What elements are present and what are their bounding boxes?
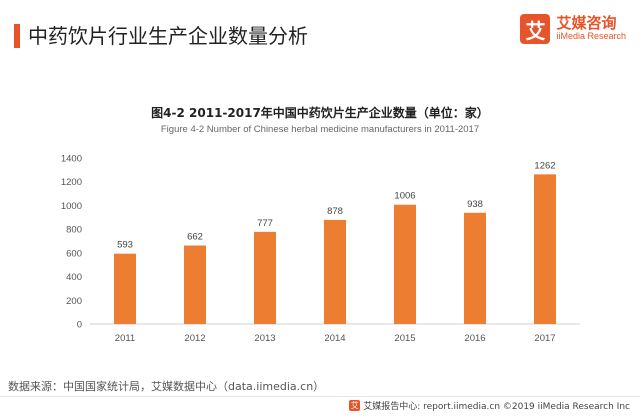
y-tick-label: 400 bbox=[66, 272, 82, 283]
bar bbox=[114, 253, 136, 324]
y-tick-label: 1400 bbox=[61, 154, 82, 165]
logo-mark-icon: 艾 bbox=[520, 14, 551, 44]
footer-divider bbox=[0, 396, 640, 397]
x-tick-label: 2015 bbox=[394, 333, 415, 344]
data-label: 878 bbox=[327, 206, 343, 217]
x-tick-label: 2017 bbox=[534, 333, 555, 344]
y-tick-label: 0 bbox=[77, 320, 82, 331]
footer-text: 艾媒报告中心: report.iimedia.cn ©2019 iiMedia … bbox=[363, 402, 630, 412]
bar bbox=[184, 245, 206, 324]
logo-cn: 艾媒咨询 bbox=[556, 14, 617, 33]
footer: 艾 艾媒报告中心: report.iimedia.cn ©2019 iiMedi… bbox=[349, 399, 630, 412]
x-tick-label: 2012 bbox=[184, 333, 205, 344]
bar bbox=[324, 219, 346, 324]
iimedia-logo: 艾 艾媒咨询 iiMedia Research bbox=[520, 14, 626, 44]
data-label: 1006 bbox=[394, 191, 415, 202]
data-source: 数据来源：中国国家统计局，艾媒数据中心（data.iimedia.cn） bbox=[8, 380, 325, 393]
chart-title: 图4-2 2011-2017年中国中药饮片生产企业数量（单位：家） bbox=[151, 106, 489, 120]
data-label: 938 bbox=[467, 199, 483, 210]
x-tick-label: 2013 bbox=[254, 333, 275, 344]
logo-text: 艾媒咨询 iiMedia Research bbox=[556, 16, 626, 41]
y-tick-label: 600 bbox=[66, 248, 82, 259]
bar bbox=[254, 231, 276, 324]
x-tick-label: 2014 bbox=[324, 333, 345, 344]
data-label: 662 bbox=[187, 232, 203, 243]
y-tick-label: 800 bbox=[66, 225, 82, 236]
data-label: 593 bbox=[117, 240, 133, 251]
data-label: 1262 bbox=[534, 160, 555, 171]
y-tick-label: 1200 bbox=[61, 177, 82, 188]
title-accent-bar bbox=[14, 24, 20, 48]
x-tick-label: 2016 bbox=[464, 333, 485, 344]
data-label: 777 bbox=[257, 218, 273, 229]
bar bbox=[464, 212, 486, 324]
footer-logo-icon: 艾 bbox=[349, 400, 361, 411]
x-tick-label: 2011 bbox=[115, 333, 135, 344]
y-tick-label: 1000 bbox=[61, 201, 82, 212]
logo-en: iiMedia Research bbox=[556, 31, 626, 42]
bar bbox=[534, 174, 556, 324]
page-title: 中药饮片行业生产企业数量分析 bbox=[28, 24, 308, 48]
bar bbox=[394, 204, 416, 324]
chart-subtitle: Figure 4-2 Number of Chinese herbal medi… bbox=[160, 124, 480, 135]
y-tick-label: 200 bbox=[66, 296, 82, 307]
